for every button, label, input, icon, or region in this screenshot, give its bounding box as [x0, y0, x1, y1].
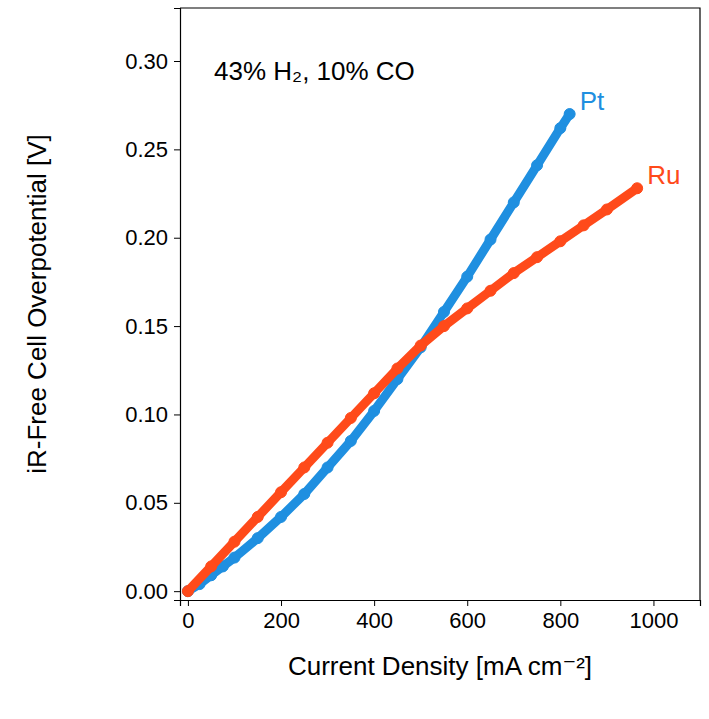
- series-marker: [392, 363, 403, 374]
- y-tick-mark: [174, 149, 180, 150]
- y-tick-mark: [174, 591, 180, 592]
- x-tick: 200: [263, 600, 300, 633]
- y-tick: 0.00: [125, 579, 180, 604]
- series-marker: [438, 321, 449, 332]
- series-marker: [276, 511, 287, 522]
- series-marker: [532, 252, 543, 263]
- y-tick-label: 0.05: [125, 490, 168, 515]
- y-tick-mark: [174, 414, 180, 415]
- y-tick: 0.10: [125, 402, 180, 427]
- y-tick-mark: [174, 503, 180, 504]
- series-marker: [532, 160, 543, 171]
- series-marker: [555, 123, 566, 134]
- plot-area: [180, 8, 700, 600]
- annotation: 43% H₂, 10% CO: [214, 56, 415, 86]
- series-marker: [485, 234, 496, 245]
- series-marker: [252, 511, 263, 522]
- x-tick-mark: [560, 600, 561, 606]
- series-marker: [462, 303, 473, 314]
- y-tick-mark: [174, 61, 180, 62]
- series-marker: [299, 462, 310, 473]
- y-axis-title: iR-Free Cell Overpotential [V]: [22, 134, 52, 474]
- series-marker: [438, 306, 449, 317]
- series-marker: [322, 462, 333, 473]
- y-axis: 0.00 0.05 0.10 0.15 0.20 0.25 0.30: [125, 9, 180, 604]
- data-layer: [182, 109, 642, 597]
- series-marker: [252, 533, 263, 544]
- series-marker: [485, 285, 496, 296]
- y-tick-label: 0.20: [125, 225, 168, 250]
- series-marker: [369, 388, 380, 399]
- x-tick-mark: [467, 600, 468, 606]
- series-marker: [508, 268, 519, 279]
- x-tick-label: 800: [542, 608, 579, 633]
- x-axis: 0 200 400 600 800 1000: [181, 600, 701, 633]
- series-marker: [182, 586, 193, 597]
- x-tick: 1000: [629, 600, 678, 633]
- y-tick-mark: [174, 238, 180, 239]
- chart: 0 200 400 600 800 1000 0.00 0.05 0.10 0.15 0.20 0.2…: [0, 0, 709, 719]
- series-marker: [415, 340, 426, 351]
- series-label: Ru: [647, 160, 680, 190]
- series-marker: [508, 197, 519, 208]
- series-marker: [229, 536, 240, 547]
- series-marker: [345, 412, 356, 423]
- series-marker: [632, 183, 643, 194]
- series-marker: [601, 204, 612, 215]
- series-label: Pt: [580, 86, 605, 116]
- x-tick-label: 400: [356, 608, 393, 633]
- x-axis-line: [181, 601, 701, 607]
- y-tick: 0.20: [125, 225, 180, 250]
- x-tick: 0: [182, 600, 194, 633]
- y-tick: 0.30: [125, 49, 180, 74]
- series-marker: [276, 487, 287, 498]
- x-tick-label: 600: [449, 608, 486, 633]
- series-line: [188, 188, 637, 591]
- x-axis-title: Current Density [mA cm⁻²]: [288, 651, 592, 681]
- y-tick: 0.05: [125, 490, 180, 515]
- x-tick-label: 1000: [629, 608, 678, 633]
- y-tick-label: 0.30: [125, 49, 168, 74]
- y-tick-label: 0.10: [125, 402, 168, 427]
- x-tick-label: 0: [182, 608, 194, 633]
- y-tick-label: 0.15: [125, 314, 168, 339]
- x-tick-mark: [188, 600, 189, 606]
- y-tick-mark: [174, 326, 180, 327]
- x-tick-mark: [281, 600, 282, 606]
- x-tick-label: 200: [263, 608, 300, 633]
- series-marker: [345, 435, 356, 446]
- series-line: [188, 114, 570, 591]
- y-axis-line: [174, 9, 181, 601]
- x-tick: 600: [449, 600, 486, 633]
- x-tick-mark: [374, 600, 375, 606]
- y-tick: 0.25: [125, 137, 180, 162]
- series-marker: [229, 552, 240, 563]
- series-marker: [369, 405, 380, 416]
- series-marker: [206, 561, 217, 572]
- series-marker: [322, 437, 333, 448]
- series-marker: [555, 236, 566, 247]
- y-tick: 0.15: [125, 314, 180, 339]
- series-marker: [578, 220, 589, 231]
- series-marker: [564, 109, 575, 120]
- series-marker: [299, 488, 310, 499]
- y-tick-label: 0.00: [125, 579, 168, 604]
- x-tick: 800: [542, 600, 579, 633]
- series-marker: [462, 271, 473, 282]
- plot-frame: [180, 8, 700, 600]
- x-tick: 400: [356, 600, 393, 633]
- series-marker: [182, 586, 193, 597]
- y-tick-label: 0.25: [125, 137, 168, 162]
- x-tick-mark: [653, 600, 654, 606]
